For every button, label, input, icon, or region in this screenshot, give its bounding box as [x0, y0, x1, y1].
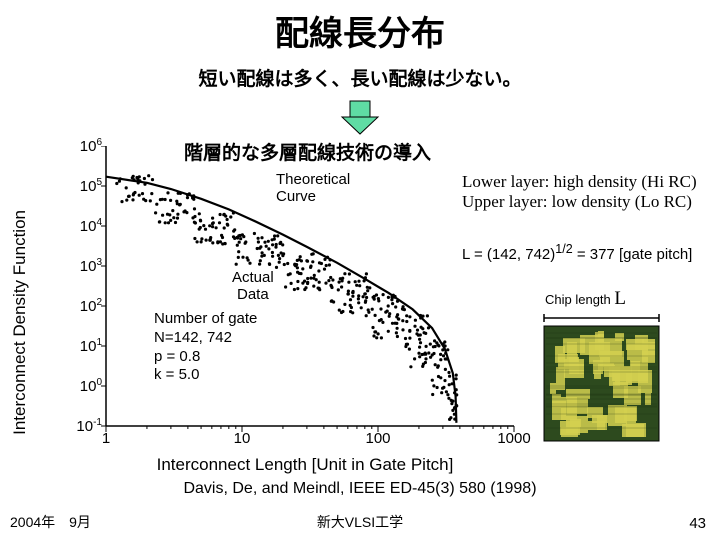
x-tick: 1000	[494, 430, 534, 448]
footer-course: 新大VLSI工学	[0, 512, 720, 532]
x-tick: 10	[222, 430, 262, 448]
actual-data-label: ActualData	[232, 270, 274, 303]
y-tick: 100	[64, 377, 102, 395]
y-tick: 103	[64, 257, 102, 275]
y-tick: 106	[64, 137, 102, 155]
equation-text: L = (142, 742)1/2 = 377 [gate pitch]	[462, 242, 692, 263]
citation: Davis, De, and Meindl, IEEE ED-45(3) 580…	[0, 480, 720, 498]
chip-length-label: Chip length L	[545, 288, 626, 310]
page-number: 43	[689, 515, 706, 532]
slide-subtitle: 短い配線は多く、長い配線は少ない。	[0, 64, 720, 91]
x-tick: 1	[86, 430, 126, 448]
x-tick: 100	[358, 430, 398, 448]
layer-description: Lower layer: high density (Hi RC) Upper …	[462, 172, 697, 212]
y-axis-label: Interconnect Density Function	[10, 210, 30, 435]
x-axis-label: Interconnect Length [Unit in Gate Pitch]	[90, 455, 520, 475]
y-tick: 104	[64, 217, 102, 235]
chip-die-image	[530, 314, 675, 444]
down-arrow-icon	[336, 98, 384, 136]
params-text: Number of gateN=142, 742p = 0.8k = 5.0	[154, 310, 257, 385]
theoretical-curve-label: TheoreticalCurve	[276, 172, 350, 205]
y-tick: 102	[64, 297, 102, 315]
y-tick: 101	[64, 337, 102, 355]
slide-title: 配線長分布	[0, 6, 720, 55]
y-tick: 105	[64, 177, 102, 195]
